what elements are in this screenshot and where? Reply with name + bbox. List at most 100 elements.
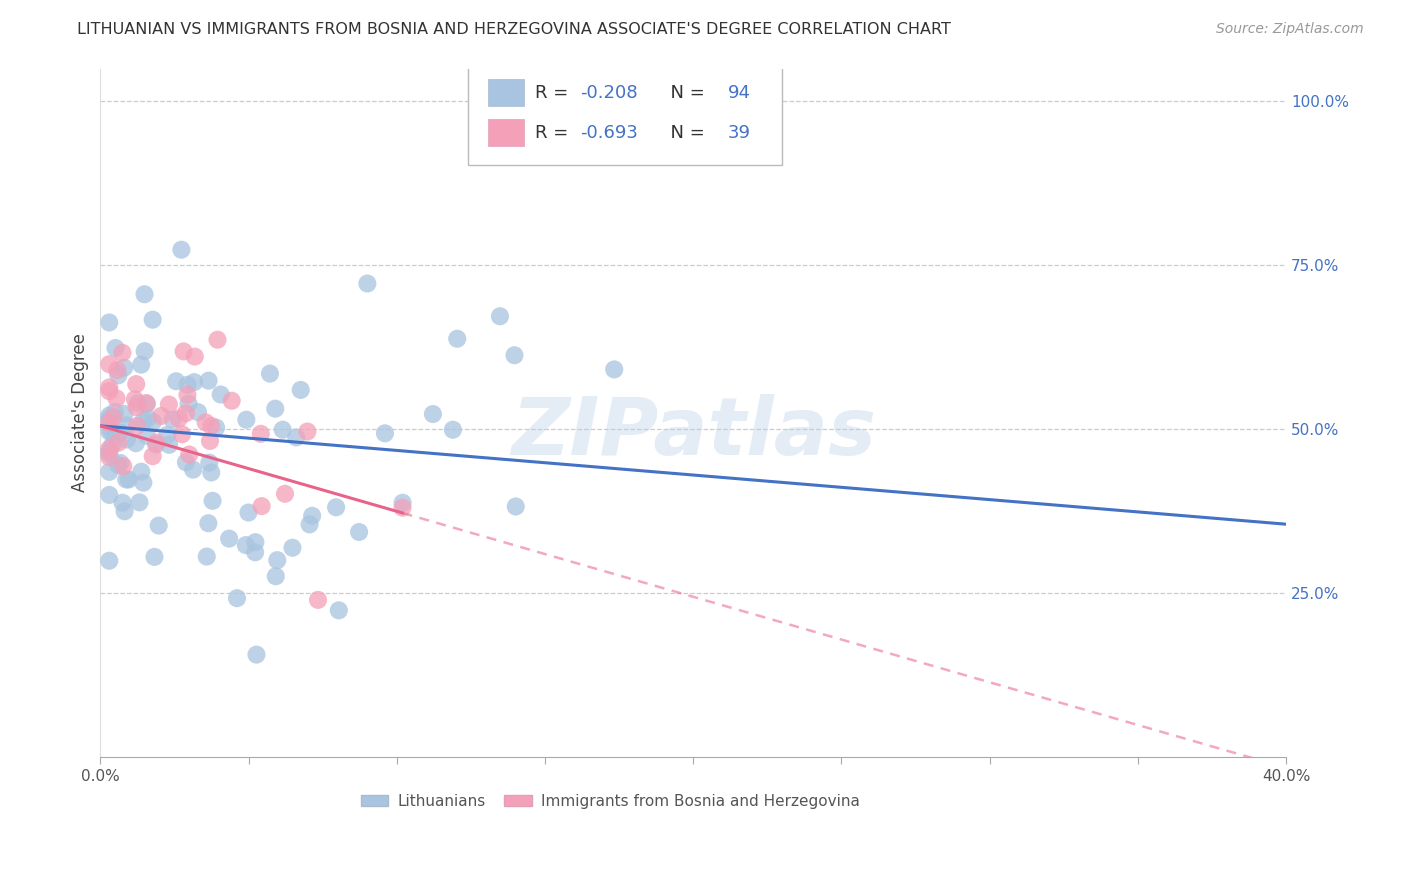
- Text: -0.208: -0.208: [581, 84, 638, 102]
- Point: [125, 436, 148, 450]
- Point: [197, 374, 219, 388]
- Point: [107, 458, 129, 472]
- Text: R =: R =: [536, 124, 575, 142]
- Point: [98, 447, 121, 461]
- Point: [264, 401, 287, 416]
- Point: [135, 396, 157, 410]
- Point: [142, 312, 165, 326]
- Point: [110, 425, 132, 440]
- Point: [105, 392, 128, 406]
- Point: [347, 524, 370, 539]
- Point: [167, 411, 190, 425]
- Point: [98, 425, 121, 439]
- Point: [98, 414, 121, 428]
- Point: [112, 360, 135, 375]
- Point: [100, 424, 122, 438]
- Point: [132, 414, 155, 428]
- Point: [176, 377, 198, 392]
- Point: [114, 504, 136, 518]
- Text: N =: N =: [659, 124, 710, 142]
- Point: [245, 535, 267, 549]
- Point: [250, 499, 273, 513]
- Point: [112, 407, 135, 421]
- Point: [104, 427, 127, 442]
- Point: [243, 545, 266, 559]
- Point: [249, 426, 271, 441]
- Point: [115, 418, 138, 433]
- Point: [118, 473, 141, 487]
- Point: [125, 377, 148, 392]
- Point: [325, 500, 347, 515]
- Point: [207, 333, 229, 347]
- Point: [129, 358, 152, 372]
- Point: [165, 374, 187, 388]
- Point: [112, 459, 135, 474]
- Point: [103, 409, 125, 424]
- Point: [301, 508, 323, 523]
- Point: [422, 407, 444, 421]
- Point: [226, 591, 249, 606]
- Bar: [488, 78, 523, 106]
- Point: [98, 315, 121, 329]
- Point: [98, 411, 121, 425]
- Point: [176, 388, 198, 402]
- Point: [285, 430, 308, 444]
- Point: [356, 277, 378, 291]
- Point: [503, 348, 526, 362]
- Point: [245, 648, 267, 662]
- Point: [131, 465, 153, 479]
- Point: [281, 541, 304, 555]
- Point: [174, 455, 197, 469]
- Point: [107, 368, 129, 383]
- Point: [170, 427, 193, 442]
- Point: [111, 346, 134, 360]
- Point: [142, 415, 165, 429]
- Point: [259, 367, 281, 381]
- Point: [187, 405, 209, 419]
- Point: [170, 243, 193, 257]
- Point: [148, 518, 170, 533]
- Point: [489, 310, 512, 324]
- Point: [98, 409, 121, 423]
- Point: [98, 357, 121, 371]
- Point: [143, 549, 166, 564]
- Point: [127, 396, 149, 410]
- Point: [200, 418, 222, 433]
- Point: [134, 287, 156, 301]
- Point: [603, 362, 626, 376]
- Point: [162, 412, 184, 426]
- Point: [150, 409, 173, 423]
- Point: [391, 496, 413, 510]
- Point: [157, 438, 180, 452]
- Text: 94: 94: [727, 84, 751, 102]
- Point: [181, 462, 204, 476]
- Point: [101, 438, 124, 452]
- Point: [183, 375, 205, 389]
- Point: [145, 437, 167, 451]
- Point: [205, 420, 228, 434]
- Point: [177, 396, 200, 410]
- Point: [104, 405, 127, 419]
- Point: [274, 487, 297, 501]
- Point: [184, 350, 207, 364]
- Point: [307, 593, 329, 607]
- Point: [98, 554, 121, 568]
- Point: [156, 428, 179, 442]
- Point: [235, 413, 257, 427]
- Point: [194, 416, 217, 430]
- Point: [179, 448, 201, 462]
- Point: [107, 435, 129, 450]
- Point: [125, 419, 148, 434]
- Text: N =: N =: [659, 84, 710, 102]
- Point: [266, 553, 288, 567]
- Point: [198, 434, 221, 448]
- Point: [195, 549, 218, 564]
- Text: ZIPatlas: ZIPatlas: [510, 394, 876, 473]
- Point: [173, 344, 195, 359]
- Y-axis label: Associate's Degree: Associate's Degree: [72, 334, 89, 492]
- Point: [238, 506, 260, 520]
- Point: [374, 426, 396, 441]
- Point: [115, 433, 138, 447]
- Text: LITHUANIAN VS IMMIGRANTS FROM BOSNIA AND HERZEGOVINA ASSOCIATE'S DEGREE CORRELAT: LITHUANIAN VS IMMIGRANTS FROM BOSNIA AND…: [77, 22, 952, 37]
- Point: [98, 380, 121, 394]
